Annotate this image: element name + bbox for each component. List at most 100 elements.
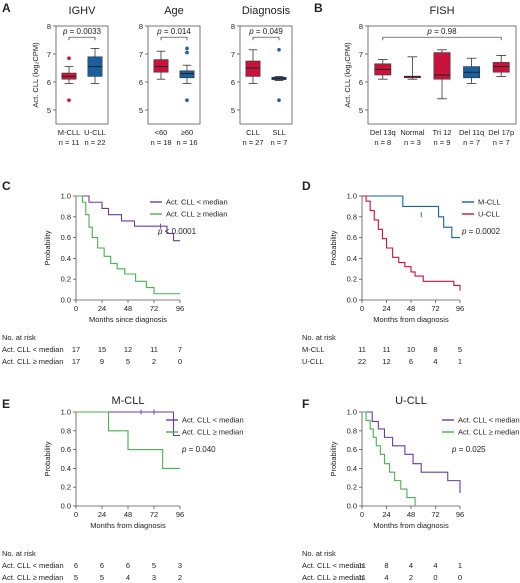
x-tick-label: 96 xyxy=(176,304,184,313)
risk-cell: 1 xyxy=(458,561,462,570)
legend-label: M-CLL xyxy=(478,198,501,207)
risk-row-name: Act. CLL < median xyxy=(302,561,364,570)
y-tick-label: 0.2 xyxy=(61,483,71,492)
km-curve xyxy=(362,411,461,493)
x-tick-label: 72 xyxy=(431,304,439,313)
x-tick-label: 48 xyxy=(407,304,415,313)
p-value: p = 0.0002 xyxy=(461,227,501,236)
risk-cell: 11 xyxy=(358,573,366,582)
risk-cell: 8 xyxy=(384,561,388,570)
risk-cell: 6 xyxy=(126,561,130,570)
km-curve xyxy=(362,195,461,291)
legend-label: Act. CLL ≥ median xyxy=(182,428,243,437)
y-tick-label: 0.2 xyxy=(347,483,357,492)
x-axis-label: Months from diagnosis xyxy=(373,521,449,530)
risk-table-title: No. at risk xyxy=(302,333,336,342)
x-tick-label: U-CLL xyxy=(84,128,106,137)
x-tick-label: 96 xyxy=(176,510,184,519)
y-tick-label: 0.0 xyxy=(347,296,357,305)
outlier-point xyxy=(67,98,71,102)
x-tick-label: 0 xyxy=(360,304,364,313)
km-curve xyxy=(76,195,180,242)
y-tick-label: 0.4 xyxy=(61,254,71,263)
risk-cell: 0 xyxy=(178,357,182,366)
risk-cell: 3 xyxy=(178,561,182,570)
box-group xyxy=(492,55,510,77)
y-tick-label: 0.6 xyxy=(347,445,357,454)
group-n-label: n = 8 xyxy=(374,138,391,147)
y-tick-label: 8 xyxy=(47,22,51,31)
p-value: p < 0.0001 xyxy=(157,227,197,236)
panel-title: M-CLL xyxy=(111,395,144,407)
x-tick-label: 0 xyxy=(74,304,78,313)
risk-cell: 4 xyxy=(433,561,437,570)
group-n-label: n = 16 xyxy=(176,138,197,147)
y-tick-label: 0.2 xyxy=(347,275,357,284)
group-n-label: n = 18 xyxy=(150,138,171,147)
y-tick-label: 1.0 xyxy=(61,192,71,201)
risk-cell: 4 xyxy=(126,573,130,582)
risk-cell: 12 xyxy=(382,357,390,366)
box-iqr xyxy=(492,62,510,73)
p-value: p = 0.98 xyxy=(426,27,457,36)
group-n-label: n = 7 xyxy=(271,138,288,147)
risk-cell: 17 xyxy=(72,345,80,354)
y-tick-label: 1.0 xyxy=(347,192,357,201)
y-tick-label: 7 xyxy=(359,50,363,59)
risk-cell: 10 xyxy=(407,345,415,354)
panel-title: IGHV xyxy=(69,5,97,17)
panel-label-B: B xyxy=(314,1,323,15)
y-tick-label: 0.2 xyxy=(61,275,71,284)
y-tick-label: 0.6 xyxy=(347,233,357,242)
risk-table-title: No. at risk xyxy=(302,549,336,558)
legend-label: Act. CLL < median xyxy=(458,416,520,425)
y-tick-label: 0.8 xyxy=(347,426,357,435)
risk-cell: 3 xyxy=(152,573,156,582)
x-tick-label: Del 17p xyxy=(488,128,514,137)
y-tick-label: 0.6 xyxy=(61,233,71,242)
box-group xyxy=(463,57,481,84)
panel-title: Diagnosis xyxy=(242,5,291,17)
risk-row-name: Act. CLL ≥ median xyxy=(2,573,63,582)
y-axis-label: Act. CLL (log₂CPM) xyxy=(31,42,40,108)
y-tick-label: 6 xyxy=(47,78,51,87)
panel-title: Age xyxy=(164,5,184,17)
x-tick-label: 24 xyxy=(382,510,390,519)
p-value: p = 0.0033 xyxy=(62,27,102,36)
y-tick-label: 7 xyxy=(231,50,235,59)
x-axis-label: Months from diagnosis xyxy=(90,521,166,530)
box-group xyxy=(245,49,261,84)
risk-cell: 22 xyxy=(358,357,366,366)
x-tick-label: M-CLL xyxy=(58,128,81,137)
y-tick-label: 5 xyxy=(231,106,235,115)
risk-cell: 12 xyxy=(124,345,132,354)
legend-label: Act. CLL ≥ median xyxy=(166,210,227,219)
box-iqr xyxy=(245,60,261,77)
plot-frame xyxy=(55,25,109,125)
risk-cell: 7 xyxy=(178,345,182,354)
risk-row-name: Act. CLL ≥ median xyxy=(302,573,363,582)
risk-cell: 4 xyxy=(433,357,437,366)
box-group xyxy=(87,48,103,84)
group-n-label: n = 9 xyxy=(434,138,451,147)
x-tick-label: 96 xyxy=(456,510,464,519)
outlier-point xyxy=(185,98,189,102)
group-n-label: n = 11 xyxy=(59,138,80,147)
risk-cell: 2 xyxy=(152,357,156,366)
plot-frame xyxy=(239,25,293,125)
y-tick-label: 6 xyxy=(359,78,363,87)
legend-label: Act. CLL ≥ median xyxy=(458,428,519,437)
x-tick-label: 24 xyxy=(98,304,106,313)
x-axis-label: Months since diagnosis xyxy=(89,315,167,324)
y-tick-label: 1.0 xyxy=(347,408,357,417)
y-tick-label: 1.0 xyxy=(61,408,71,417)
risk-row-name: M-CLL xyxy=(302,345,325,354)
outlier-point xyxy=(277,98,281,102)
risk-row-name: Act. CLL ≥ median xyxy=(2,357,63,366)
y-axis-label: Probability xyxy=(43,230,52,265)
group-n-label: n = 22 xyxy=(84,138,105,147)
